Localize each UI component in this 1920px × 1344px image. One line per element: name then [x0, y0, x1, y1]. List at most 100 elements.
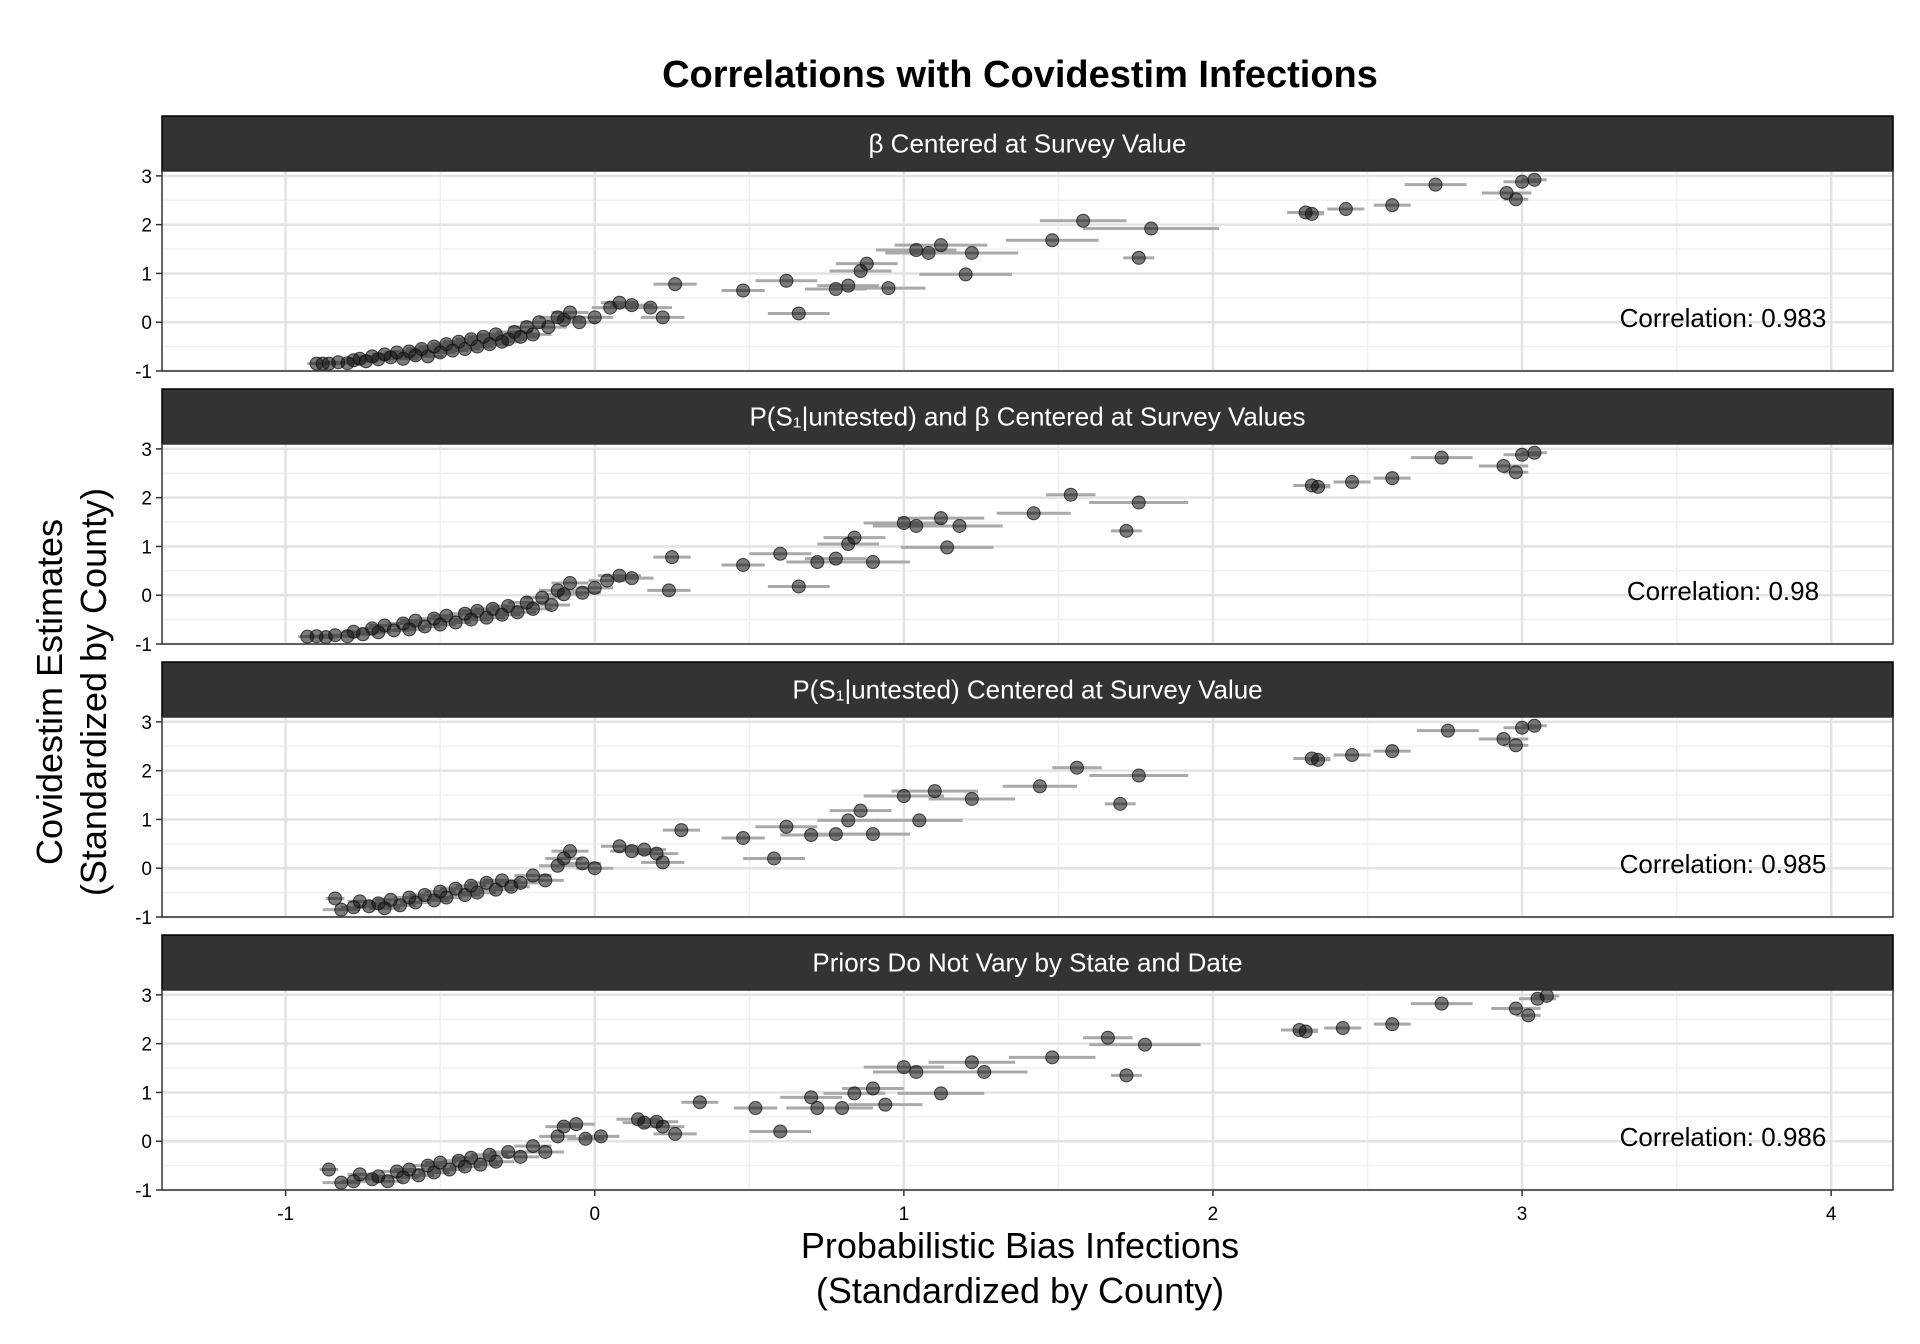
- data-point: [473, 1157, 488, 1172]
- data-point: [804, 1090, 819, 1105]
- data-point: [442, 1162, 457, 1177]
- data-point: [668, 277, 683, 292]
- facet-panel-3: P(S₁|untested) Centered at Survey Value C…: [135, 661, 1894, 929]
- panel-border: [161, 170, 1894, 372]
- data-point: [841, 278, 856, 293]
- data-point: [535, 590, 550, 605]
- panel-border: [161, 443, 1894, 645]
- y-tick-label: -1: [135, 635, 152, 656]
- data-point: [804, 828, 819, 843]
- data-point: [624, 571, 639, 586]
- data-point: [1508, 738, 1523, 753]
- x-tick-label: 3: [1517, 1204, 1528, 1225]
- data-point: [328, 628, 343, 643]
- facet-strip: [161, 388, 1894, 445]
- data-point: [881, 281, 896, 296]
- data-point: [1119, 1068, 1134, 1083]
- data-point: [927, 784, 942, 799]
- data-point: [575, 856, 590, 871]
- x-axis-label-line-2: (Standardized by County): [816, 1270, 1224, 1311]
- data-point: [1385, 471, 1400, 486]
- data-point: [767, 851, 782, 866]
- data-point: [1434, 450, 1449, 465]
- data-point: [773, 1124, 788, 1139]
- data-point: [896, 1060, 911, 1075]
- data-point: [773, 546, 788, 561]
- y-tick-label: 1: [141, 1083, 152, 1104]
- data-point: [1539, 988, 1554, 1003]
- data-point: [501, 1144, 516, 1159]
- data-point: [1298, 1024, 1313, 1039]
- data-point: [655, 855, 670, 870]
- y-tick-label: 3: [141, 986, 152, 1007]
- data-point: [692, 1095, 707, 1110]
- data-point: [352, 1167, 367, 1182]
- data-point: [556, 587, 571, 602]
- data-point: [1063, 487, 1078, 502]
- panel-border: [161, 716, 1894, 918]
- data-point: [513, 875, 528, 890]
- data-point: [334, 902, 349, 917]
- correlation-label: Correlation: 0.985: [1620, 849, 1827, 879]
- data-point: [736, 283, 751, 298]
- x-tick-label: 2: [1208, 1204, 1219, 1225]
- data-point: [439, 890, 454, 905]
- data-point: [841, 813, 856, 828]
- data-point: [661, 583, 676, 598]
- data-point: [933, 511, 948, 526]
- data-point: [600, 573, 615, 588]
- y-tick-label: 3: [141, 713, 152, 734]
- data-point: [964, 245, 979, 260]
- data-point: [433, 1155, 448, 1170]
- data-point: [1131, 768, 1146, 783]
- data-point: [668, 1126, 683, 1141]
- y-tick-label: 1: [141, 537, 152, 558]
- y-tick-label: 3: [141, 167, 152, 188]
- data-point: [1131, 250, 1146, 265]
- data-point: [1113, 796, 1128, 811]
- data-point: [1311, 479, 1326, 494]
- y-tick-label: 2: [141, 762, 152, 783]
- data-point: [408, 895, 423, 910]
- x-tick-label: -1: [277, 1204, 294, 1225]
- data-point: [1496, 458, 1511, 473]
- facet-strip-label: P(S₁|untested) and β Centered at Survey …: [749, 402, 1305, 432]
- data-point: [791, 306, 806, 321]
- data-point: [912, 813, 927, 828]
- data-point: [448, 615, 463, 630]
- y-tick-label: 0: [141, 1132, 152, 1153]
- data-point: [563, 844, 578, 859]
- data-point: [828, 282, 843, 297]
- data-point: [865, 1081, 880, 1096]
- data-point: [1137, 1037, 1152, 1052]
- data-point: [593, 1129, 608, 1144]
- data-point: [538, 873, 553, 888]
- data-point: [637, 1115, 652, 1130]
- y-tick-label: 2: [141, 1035, 152, 1056]
- data-point: [587, 310, 602, 325]
- data-point: [958, 267, 973, 282]
- data-point: [810, 555, 825, 570]
- data-point: [674, 823, 689, 838]
- data-point: [847, 1086, 862, 1101]
- data-point: [1527, 172, 1542, 187]
- data-point: [525, 1139, 540, 1154]
- data-point: [865, 827, 880, 842]
- data-point: [909, 1064, 924, 1079]
- data-point: [1508, 192, 1523, 207]
- y-tick-label: 2: [141, 216, 152, 237]
- correlation-label: Correlation: 0.98: [1627, 576, 1819, 606]
- data-point: [1385, 744, 1400, 759]
- data-point: [964, 1055, 979, 1070]
- data-point: [847, 530, 862, 545]
- data-point: [878, 1097, 893, 1112]
- data-point: [637, 842, 652, 857]
- data-point: [1335, 1021, 1350, 1036]
- data-point: [328, 891, 343, 906]
- data-point: [393, 898, 408, 913]
- y-axis-label-line-1: Covidestim Estimates: [29, 519, 70, 865]
- facet-strip-label: P(S₁|untested) Centered at Survey Value: [792, 675, 1262, 705]
- data-point: [952, 518, 967, 533]
- data-point: [1515, 174, 1530, 189]
- data-point: [859, 256, 874, 271]
